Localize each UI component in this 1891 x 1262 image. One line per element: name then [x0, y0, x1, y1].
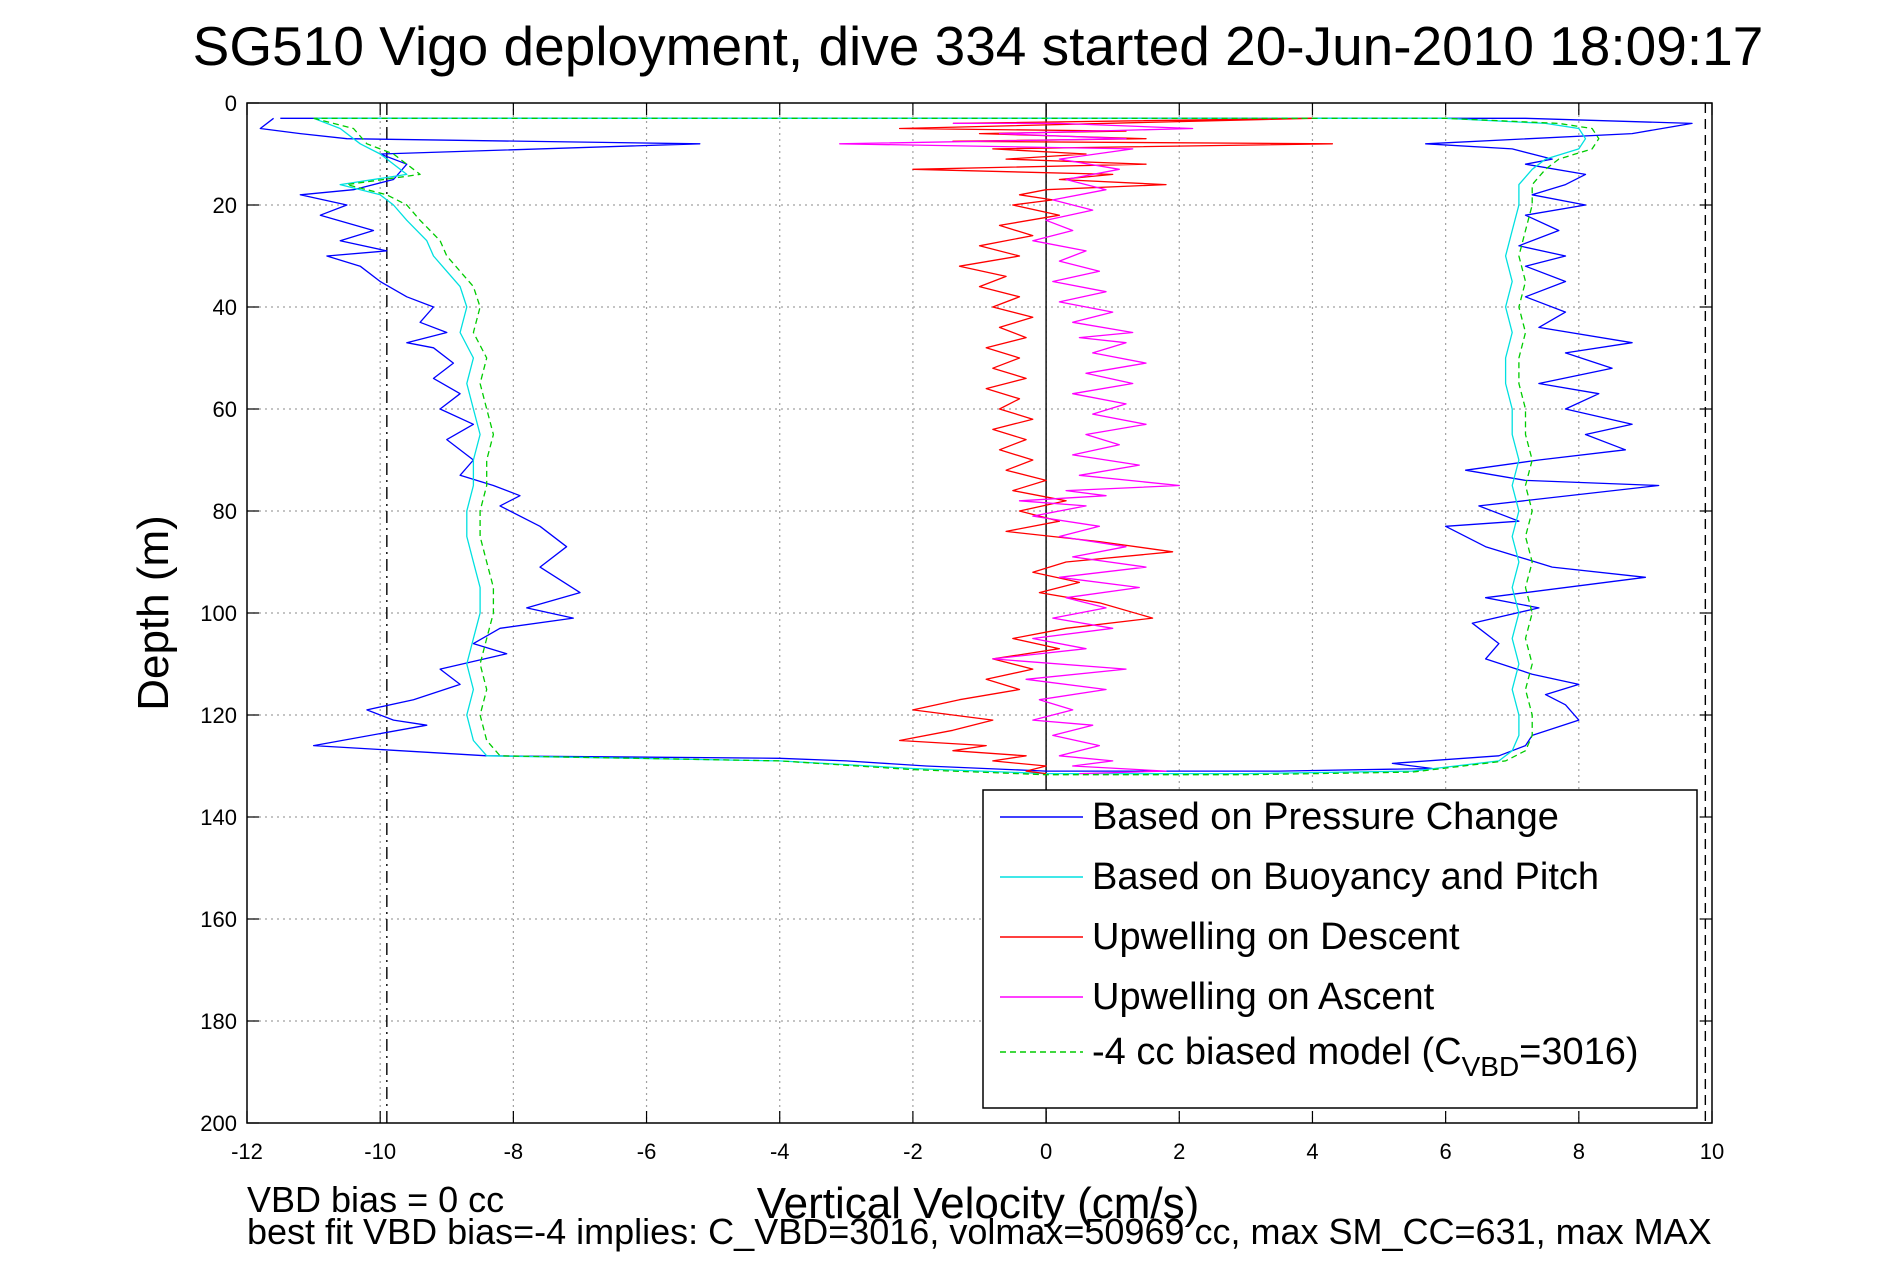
x-tick-label: 4: [1306, 1139, 1318, 1164]
x-tick-label: -12: [231, 1139, 263, 1164]
y-tick-label: 80: [213, 499, 237, 524]
y-tick-label: 40: [213, 295, 237, 320]
y-tick-label: 0: [225, 91, 237, 116]
legend-label: Based on Pressure Change: [1092, 796, 1559, 838]
x-tick-label: 10: [1700, 1139, 1724, 1164]
y-tick-label: 60: [213, 397, 237, 422]
x-tick-label: -2: [903, 1139, 923, 1164]
legend-label: -4 cc biased model (CVBD=3016): [1092, 1031, 1639, 1082]
x-tick-label: -8: [504, 1139, 524, 1164]
x-tick-label: 0: [1040, 1139, 1052, 1164]
series-line-3: [839, 122, 1194, 775]
series-layer: [259, 117, 1693, 776]
series-line-2: [898, 117, 1334, 775]
x-tick-label: 6: [1440, 1139, 1452, 1164]
legend: Based on Pressure Change Based on Buoyanc…: [982, 789, 1698, 1109]
legend-box: [982, 789, 1698, 1109]
y-tick-label: 100: [200, 601, 237, 626]
y-tick-label: 200: [200, 1111, 237, 1136]
x-tick-label: -4: [770, 1139, 790, 1164]
legend-label: Upwelling on Ascent: [1092, 976, 1435, 1018]
grid-layer: [247, 103, 1712, 1123]
x-tick-label: -10: [364, 1139, 396, 1164]
chart-title: SG510 Vigo deployment, dive 334 started …: [193, 15, 1764, 77]
y-axis-label: Depth (m): [129, 515, 178, 711]
x-axis-label: Vertical Velocity (cm/s): [757, 1179, 1200, 1228]
legend-label: Upwelling on Descent: [1092, 916, 1460, 958]
series-line-4: [313, 117, 1600, 776]
x-tick-label: -6: [637, 1139, 657, 1164]
y-tick-label: 180: [200, 1009, 237, 1034]
x-tick-label: 2: [1173, 1139, 1185, 1164]
legend-label: Based on Buoyancy and Pitch: [1092, 856, 1599, 898]
x-tick-label: 8: [1573, 1139, 1585, 1164]
legend-items: Based on Pressure Change Based on Buoyanc…: [1000, 796, 1639, 1082]
y-tick-label: 20: [213, 193, 237, 218]
series-line-0: [259, 117, 1693, 772]
y-tick-label: 160: [200, 907, 237, 932]
vbd-bias-note: VBD bias = 0 cc: [247, 1179, 504, 1220]
series-line-1: [313, 117, 1587, 775]
tick-layer: -12 -10 -8 -6 -4 -2 0 2 4 6 8 100204060801001201401…: [200, 91, 1724, 1164]
y-tick-label: 120: [200, 703, 237, 728]
best-fit-note: best fit VBD bias=-4 implies: C_VBD=3016…: [247, 1211, 1712, 1252]
y-tick-label: 140: [200, 805, 237, 830]
